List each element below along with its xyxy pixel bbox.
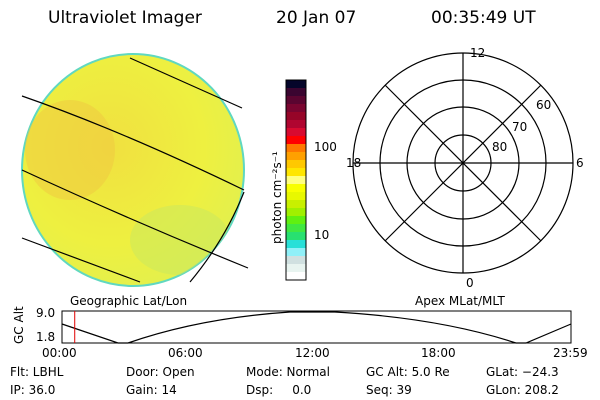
colorbar-band <box>286 256 306 265</box>
colorbar-band <box>286 208 306 217</box>
geo-title: Geographic Lat/Lon <box>70 294 188 308</box>
ytick-9: 9.0 <box>36 306 56 320</box>
colorbar-band <box>286 216 306 225</box>
polar-label-6: 6 <box>576 156 584 170</box>
earth-image <box>21 53 249 287</box>
colorbar-band <box>286 144 306 153</box>
xtick-1200: 12:00 <box>295 346 330 360</box>
colorbar-band <box>286 112 306 121</box>
ytick-1.8: 1.8 <box>36 330 56 344</box>
colorbar-band <box>286 200 306 209</box>
xtick-0000: 00:00 <box>42 346 77 360</box>
colorbar-band <box>286 248 306 257</box>
status-dsp: Dsp: 0.0 <box>246 383 312 397</box>
status-gc-alt: GC Alt: 5.0 Re <box>366 365 450 379</box>
altitude-plot <box>61 310 572 344</box>
lat-label-70: 70 <box>512 120 528 134</box>
altplot-ylabel: GC Alt <box>12 306 26 344</box>
colorbar-frame <box>285 79 307 281</box>
apex-title: Apex MLat/MLT <box>415 294 505 308</box>
lat-label-60: 60 <box>536 98 552 112</box>
colorbar-band <box>286 136 306 145</box>
colorbar-band <box>286 232 306 241</box>
status-glat: GLat: −24.3 <box>486 365 559 379</box>
colorbar-band <box>286 80 306 89</box>
colorbar-band <box>286 224 306 233</box>
status-ip: IP: 36.0 <box>10 383 56 397</box>
colorbar-band <box>286 88 306 97</box>
colorbar-band <box>286 176 306 185</box>
colorbar-band <box>286 192 306 201</box>
colorbar-band <box>286 264 306 273</box>
status-door: Door: Open <box>126 365 195 379</box>
polar-label-12: 12 <box>470 46 486 60</box>
status-gain: Gain: 14 <box>126 383 177 397</box>
xtick-1800: 18:00 <box>421 346 456 360</box>
colorbar-band <box>286 96 306 105</box>
colorbar-tick-10: 10 <box>314 228 330 242</box>
colorbar-band <box>286 168 306 177</box>
xtick-2359: 23:59 <box>553 346 588 360</box>
colorbar-band <box>286 120 306 129</box>
colorbar <box>285 79 307 281</box>
polar-label-18: 18 <box>346 156 362 170</box>
colorbar-band <box>286 272 306 281</box>
colorbar-band <box>286 160 306 169</box>
time: 00:35:49 UT <box>431 8 536 28</box>
date: 20 Jan 07 <box>276 8 357 28</box>
status-seq: Seq: 39 <box>366 383 412 397</box>
xtick-0600: 06:00 <box>168 346 203 360</box>
geographic-grid <box>21 57 249 283</box>
polar-grid <box>352 52 574 274</box>
colorbar-label: photon cm⁻²s⁻¹ <box>270 151 284 244</box>
colorbar-tick-100: 100 <box>314 140 337 154</box>
colorbar-band <box>286 184 306 193</box>
status-glon: GLon: 208.2 <box>486 383 559 397</box>
lat-label-80: 80 <box>492 140 508 154</box>
colorbar-band <box>286 104 306 113</box>
polar-label-0: 0 <box>466 276 474 290</box>
status-filter: Flt: LBHL <box>10 365 64 379</box>
status-mode: Mode: Normal <box>246 365 330 379</box>
colorbar-band <box>286 128 306 137</box>
colorbar-band <box>286 240 306 249</box>
title: Ultraviolet Imager <box>48 8 202 28</box>
colorbar-band <box>286 152 306 161</box>
